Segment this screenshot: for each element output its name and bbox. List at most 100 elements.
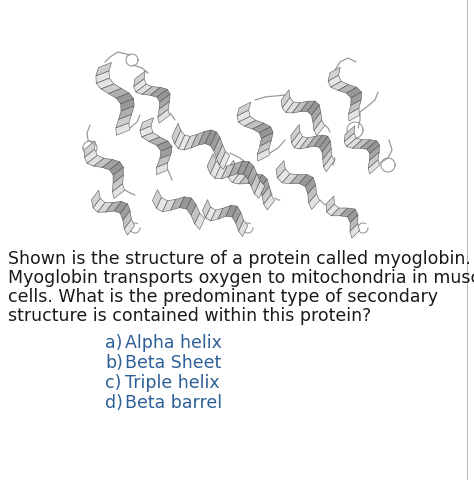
Polygon shape: [96, 62, 111, 76]
Polygon shape: [351, 92, 362, 106]
Polygon shape: [331, 81, 348, 90]
Polygon shape: [305, 178, 316, 194]
Polygon shape: [237, 161, 249, 174]
Polygon shape: [237, 102, 251, 116]
Polygon shape: [114, 202, 128, 214]
Polygon shape: [118, 106, 134, 120]
Polygon shape: [149, 137, 168, 145]
Polygon shape: [239, 174, 255, 184]
Polygon shape: [243, 162, 254, 179]
Polygon shape: [134, 71, 145, 86]
Polygon shape: [257, 141, 272, 155]
Polygon shape: [98, 203, 113, 212]
Polygon shape: [350, 215, 358, 231]
Polygon shape: [311, 105, 321, 122]
Polygon shape: [226, 205, 237, 217]
Polygon shape: [109, 162, 123, 175]
Polygon shape: [277, 169, 290, 183]
Polygon shape: [134, 79, 146, 92]
Polygon shape: [299, 174, 313, 187]
Polygon shape: [214, 137, 223, 158]
Polygon shape: [109, 88, 129, 98]
Polygon shape: [219, 152, 230, 169]
Polygon shape: [348, 100, 361, 114]
Polygon shape: [294, 136, 308, 149]
Text: Triple helix: Triple helix: [125, 374, 219, 392]
Polygon shape: [180, 197, 191, 209]
Polygon shape: [218, 205, 231, 219]
Polygon shape: [179, 135, 190, 150]
Polygon shape: [158, 101, 170, 117]
Polygon shape: [140, 118, 154, 131]
Polygon shape: [94, 158, 113, 168]
Polygon shape: [324, 156, 335, 172]
Polygon shape: [87, 156, 104, 166]
Polygon shape: [338, 84, 357, 93]
Polygon shape: [369, 145, 380, 161]
Polygon shape: [91, 190, 100, 208]
Polygon shape: [292, 132, 302, 148]
Polygon shape: [344, 126, 355, 142]
Text: b): b): [105, 354, 123, 372]
Polygon shape: [205, 130, 216, 145]
Polygon shape: [326, 196, 334, 212]
Polygon shape: [142, 86, 161, 95]
Polygon shape: [253, 123, 271, 132]
Polygon shape: [186, 198, 196, 216]
Polygon shape: [307, 135, 322, 148]
Text: structure is contained within this protein?: structure is contained within this prote…: [8, 307, 371, 325]
Polygon shape: [184, 134, 197, 150]
Polygon shape: [206, 207, 216, 221]
Polygon shape: [360, 140, 377, 149]
Polygon shape: [368, 160, 380, 174]
Polygon shape: [121, 99, 134, 111]
Polygon shape: [328, 67, 340, 81]
Polygon shape: [237, 110, 250, 122]
Polygon shape: [153, 190, 162, 208]
Polygon shape: [191, 204, 200, 224]
Polygon shape: [290, 174, 307, 184]
Text: c): c): [105, 374, 121, 392]
Polygon shape: [210, 161, 221, 179]
Polygon shape: [106, 202, 121, 212]
Polygon shape: [348, 108, 359, 121]
Polygon shape: [195, 213, 205, 229]
Polygon shape: [136, 84, 152, 95]
Polygon shape: [308, 185, 317, 203]
Polygon shape: [207, 154, 216, 174]
Polygon shape: [171, 197, 184, 210]
Polygon shape: [262, 187, 271, 204]
Polygon shape: [93, 198, 105, 212]
Polygon shape: [202, 200, 210, 218]
Polygon shape: [120, 204, 130, 220]
Text: Beta Sheet: Beta Sheet: [125, 354, 221, 372]
Text: Alpha helix: Alpha helix: [125, 334, 222, 352]
Polygon shape: [96, 71, 109, 83]
Polygon shape: [232, 173, 246, 184]
Polygon shape: [319, 136, 330, 152]
Polygon shape: [150, 87, 167, 97]
Polygon shape: [156, 155, 171, 168]
Polygon shape: [346, 138, 362, 148]
Polygon shape: [142, 132, 160, 142]
Polygon shape: [350, 224, 360, 238]
Polygon shape: [344, 133, 356, 146]
Polygon shape: [347, 209, 358, 223]
Polygon shape: [124, 219, 135, 235]
Polygon shape: [96, 78, 114, 89]
Polygon shape: [313, 112, 322, 131]
Polygon shape: [340, 208, 355, 217]
Polygon shape: [228, 168, 240, 183]
Polygon shape: [257, 149, 269, 161]
Text: d): d): [105, 394, 123, 412]
Text: Shown is the structure of a protein called myoglobin.: Shown is the structure of a protein call…: [8, 250, 471, 268]
Polygon shape: [301, 101, 315, 111]
Polygon shape: [163, 199, 176, 212]
Polygon shape: [157, 89, 170, 102]
Text: cells. What is the predominant type of secondary: cells. What is the predominant type of s…: [8, 288, 438, 306]
Polygon shape: [221, 164, 235, 179]
Polygon shape: [276, 160, 285, 178]
Polygon shape: [307, 101, 319, 115]
Polygon shape: [367, 141, 380, 154]
Polygon shape: [244, 120, 264, 129]
